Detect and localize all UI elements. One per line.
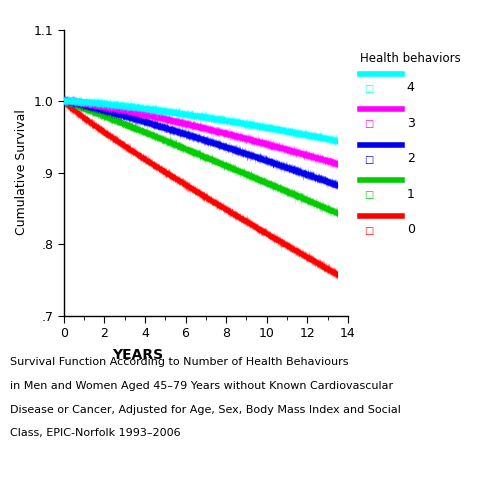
Text: 0: 0 [407,223,415,236]
Text: □: □ [365,119,373,129]
Text: YEARS: YEARS [112,348,163,361]
Text: □: □ [365,226,373,236]
Text: 2: 2 [407,152,415,165]
Y-axis label: Cumulative Survival: Cumulative Survival [15,109,28,236]
Text: □: □ [365,190,373,200]
Text: 1: 1 [407,188,415,201]
Text: □: □ [365,84,373,94]
Text: □: □ [365,155,373,165]
Text: Disease or Cancer, Adjusted for Age, Sex, Body Mass Index and Social: Disease or Cancer, Adjusted for Age, Sex… [10,405,401,415]
Text: Health behaviors: Health behaviors [360,52,461,65]
Text: in Men and Women Aged 45–79 Years without Known Cardiovascular: in Men and Women Aged 45–79 Years withou… [10,381,393,391]
Text: 4: 4 [407,81,415,94]
Text: Survival Function According to Number of Health Behaviours: Survival Function According to Number of… [10,357,348,367]
Text: 3: 3 [407,117,415,130]
Text: Class, EPIC-Norfolk 1993–2006: Class, EPIC-Norfolk 1993–2006 [10,428,180,438]
